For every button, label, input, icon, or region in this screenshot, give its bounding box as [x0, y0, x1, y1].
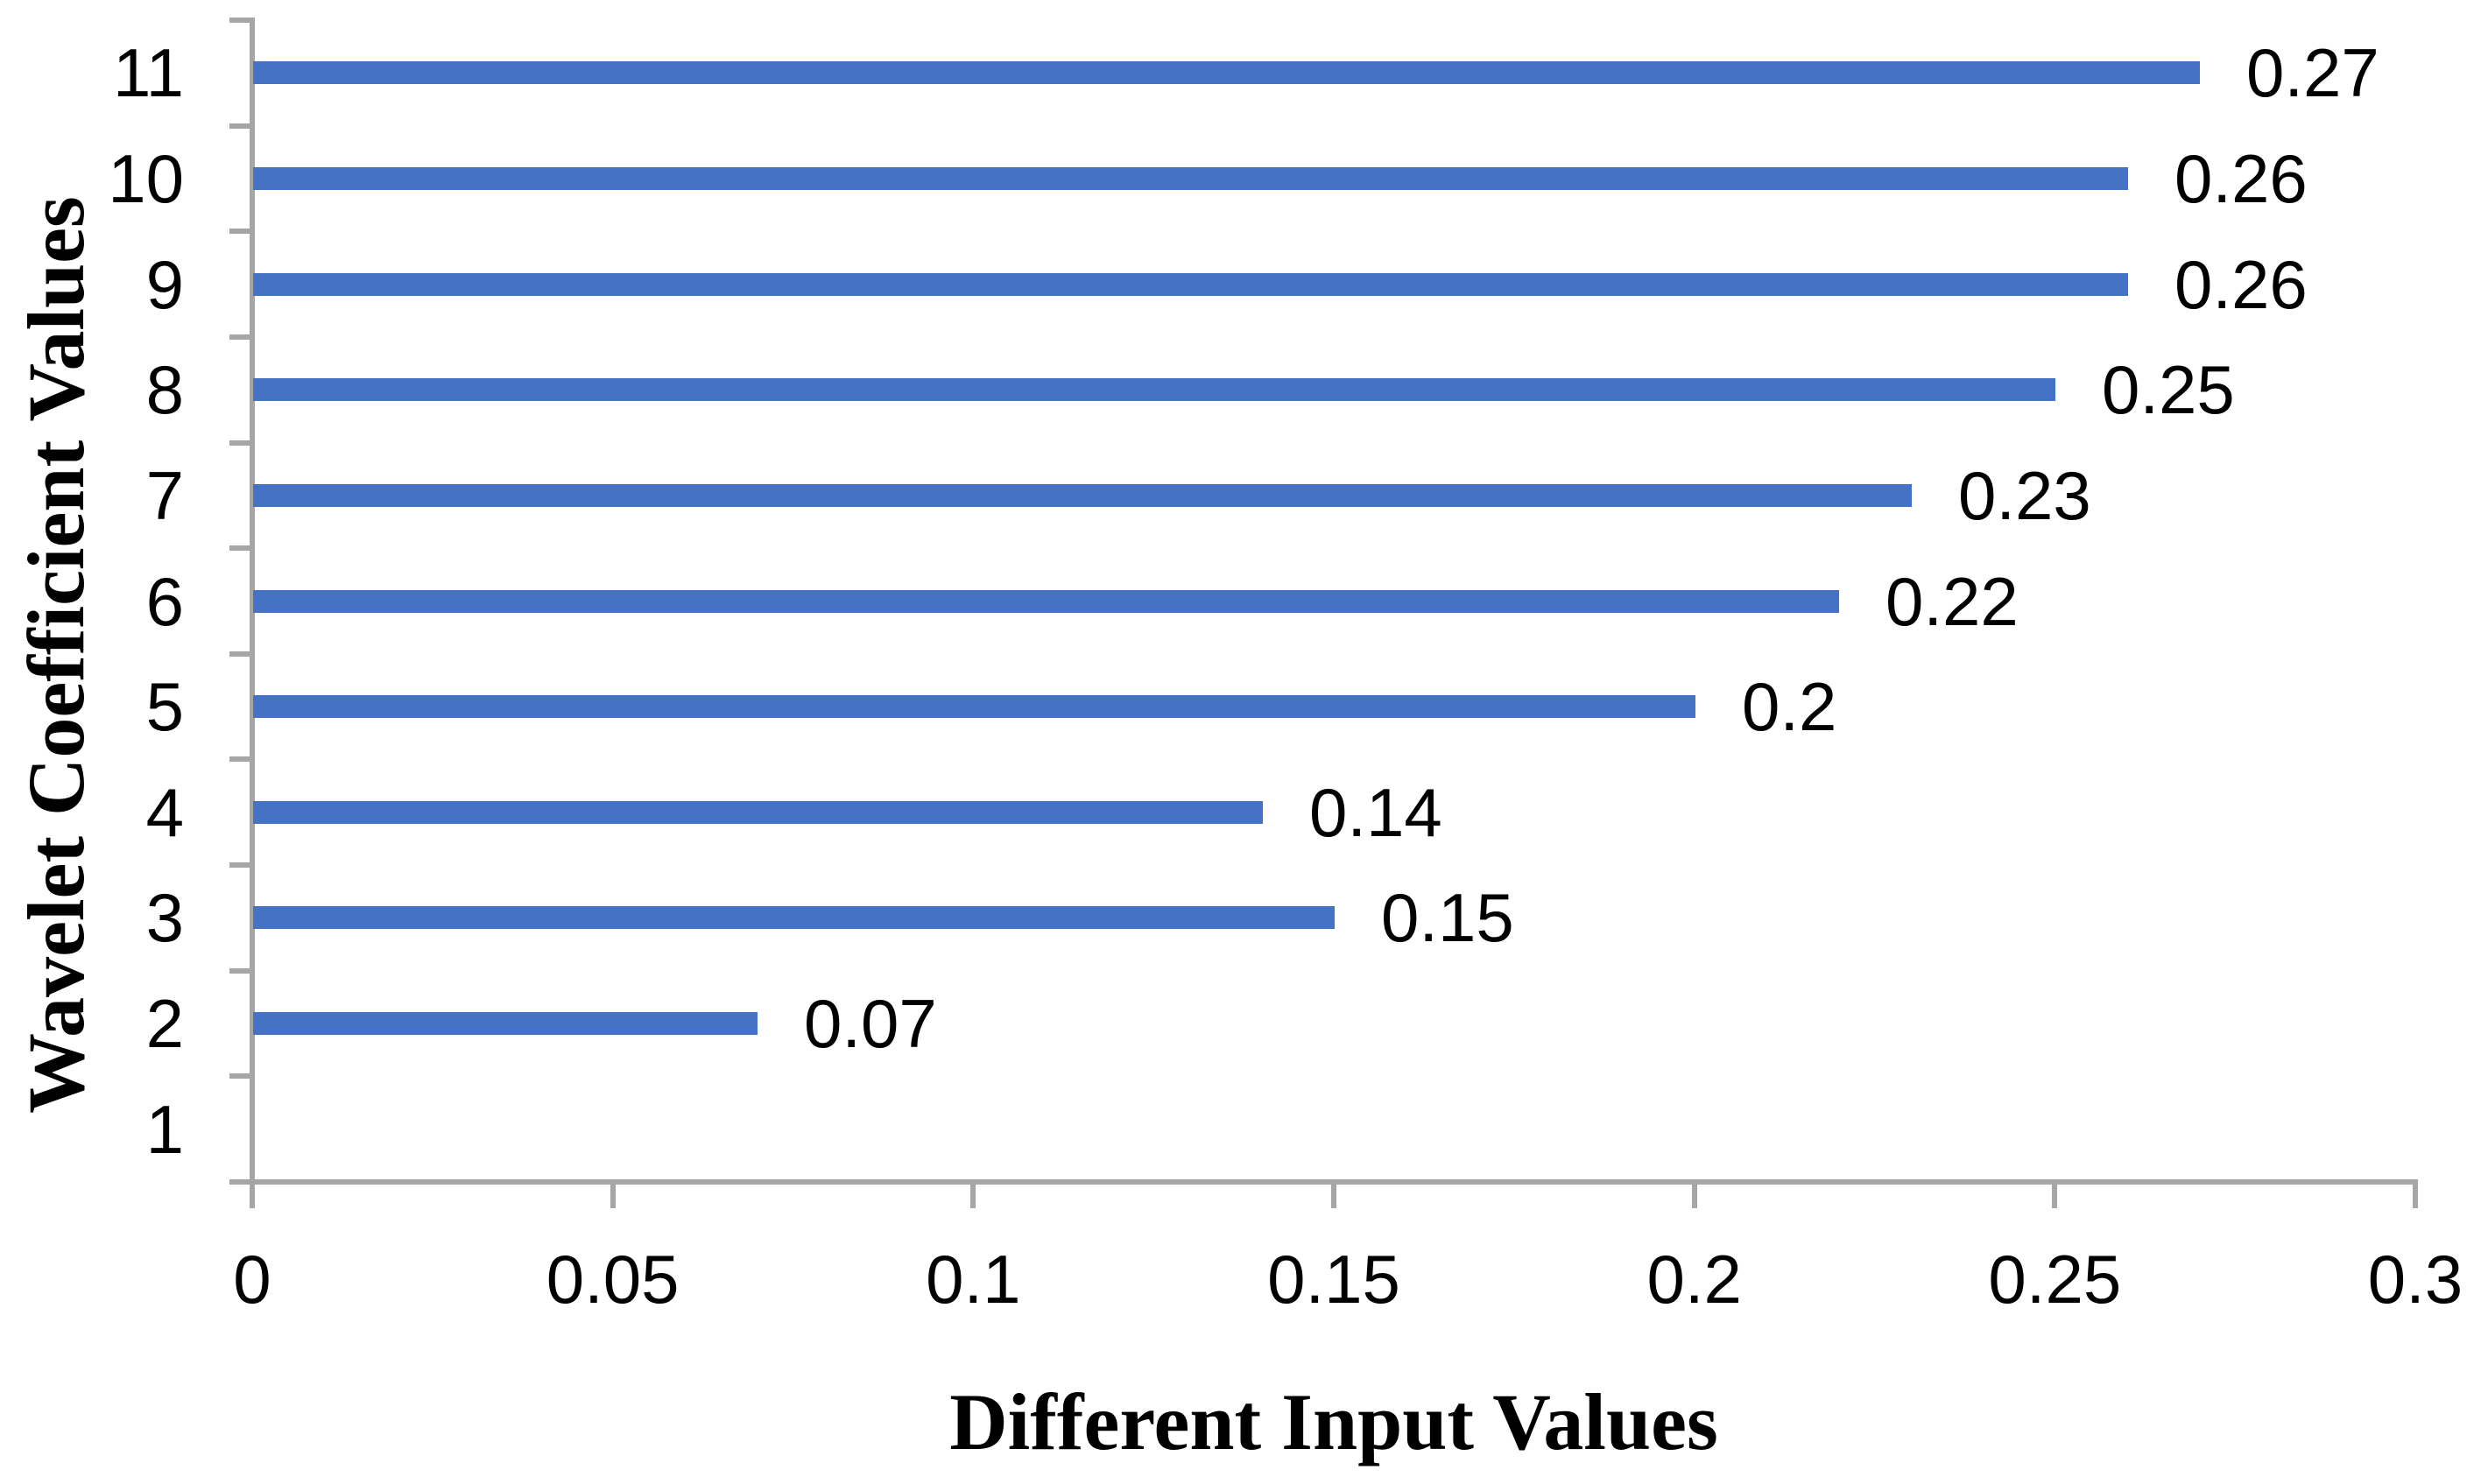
- bar: [253, 800, 1263, 824]
- y-axis-tick: [229, 967, 252, 974]
- category-label: 11: [113, 34, 184, 112]
- bar: [253, 378, 2055, 402]
- category-label: 3: [145, 879, 184, 957]
- bar: [253, 483, 1912, 507]
- category-label: 6: [145, 562, 184, 640]
- bar-value-label: 0.25: [2102, 351, 2235, 429]
- y-axis-tick: [229, 1073, 252, 1080]
- x-axis-tick-label: 0.3: [2367, 1241, 2463, 1318]
- category-label: 7: [145, 456, 184, 534]
- x-axis-tick-label: 0: [233, 1241, 271, 1318]
- category-label: 2: [145, 985, 184, 1063]
- x-axis-line: [229, 1179, 2418, 1185]
- bar-value-label: 0.26: [2174, 245, 2308, 323]
- bar-value-label: 0.15: [1381, 879, 1514, 957]
- y-axis-tick: [229, 545, 252, 552]
- bar: [253, 695, 1695, 719]
- x-axis-tick: [250, 1179, 255, 1208]
- x-axis-tick: [1331, 1179, 1336, 1208]
- bar-value-label: 0.23: [1958, 456, 2091, 534]
- bar-value-label: 0.22: [1885, 562, 2019, 640]
- x-axis-tick: [2413, 1179, 2418, 1208]
- bar: [253, 589, 1839, 613]
- y-axis-tick: [229, 862, 252, 869]
- y-axis-tick: [229, 440, 252, 446]
- bar: [253, 61, 2200, 85]
- category-label: 8: [145, 351, 184, 429]
- category-label: 1: [145, 1090, 184, 1168]
- bar: [253, 1012, 758, 1036]
- x-axis-tick: [2052, 1179, 2058, 1208]
- bar-value-label: 0.27: [2246, 34, 2379, 112]
- category-label: 5: [145, 668, 184, 746]
- y-axis-line: [250, 18, 255, 1208]
- bar-value-label: 0.07: [804, 985, 937, 1063]
- bar-value-label: 0.26: [2174, 139, 2308, 217]
- x-axis-tick: [1691, 1179, 1697, 1208]
- category-label: 10: [108, 139, 184, 217]
- y-axis-tick: [229, 18, 252, 23]
- x-axis-tick-label: 0.15: [1267, 1241, 1400, 1318]
- y-axis-tick: [229, 1179, 252, 1185]
- bar-value-label: 0.14: [1309, 773, 1442, 851]
- category-label: 9: [145, 245, 184, 323]
- x-axis-title: Different Input Values: [949, 1377, 1718, 1466]
- y-axis-tick: [229, 651, 252, 657]
- bar-value-label: 0.2: [1742, 668, 1837, 746]
- x-axis-tick-label: 0.05: [546, 1241, 680, 1318]
- x-axis-tick-label: 0.25: [1988, 1241, 2122, 1318]
- y-axis-tick: [229, 123, 252, 129]
- bar: [253, 906, 1335, 930]
- bar: [253, 272, 2128, 296]
- x-axis-tick: [970, 1179, 976, 1208]
- x-axis-tick-label: 0.1: [926, 1241, 1021, 1318]
- y-axis-tick: [229, 229, 252, 235]
- bar: [253, 166, 2128, 190]
- y-axis-tick: [229, 756, 252, 763]
- y-axis-tick: [229, 334, 252, 340]
- x-axis-tick-label: 0.2: [1646, 1241, 1742, 1318]
- category-label: 4: [145, 773, 184, 851]
- x-axis-tick: [610, 1179, 616, 1208]
